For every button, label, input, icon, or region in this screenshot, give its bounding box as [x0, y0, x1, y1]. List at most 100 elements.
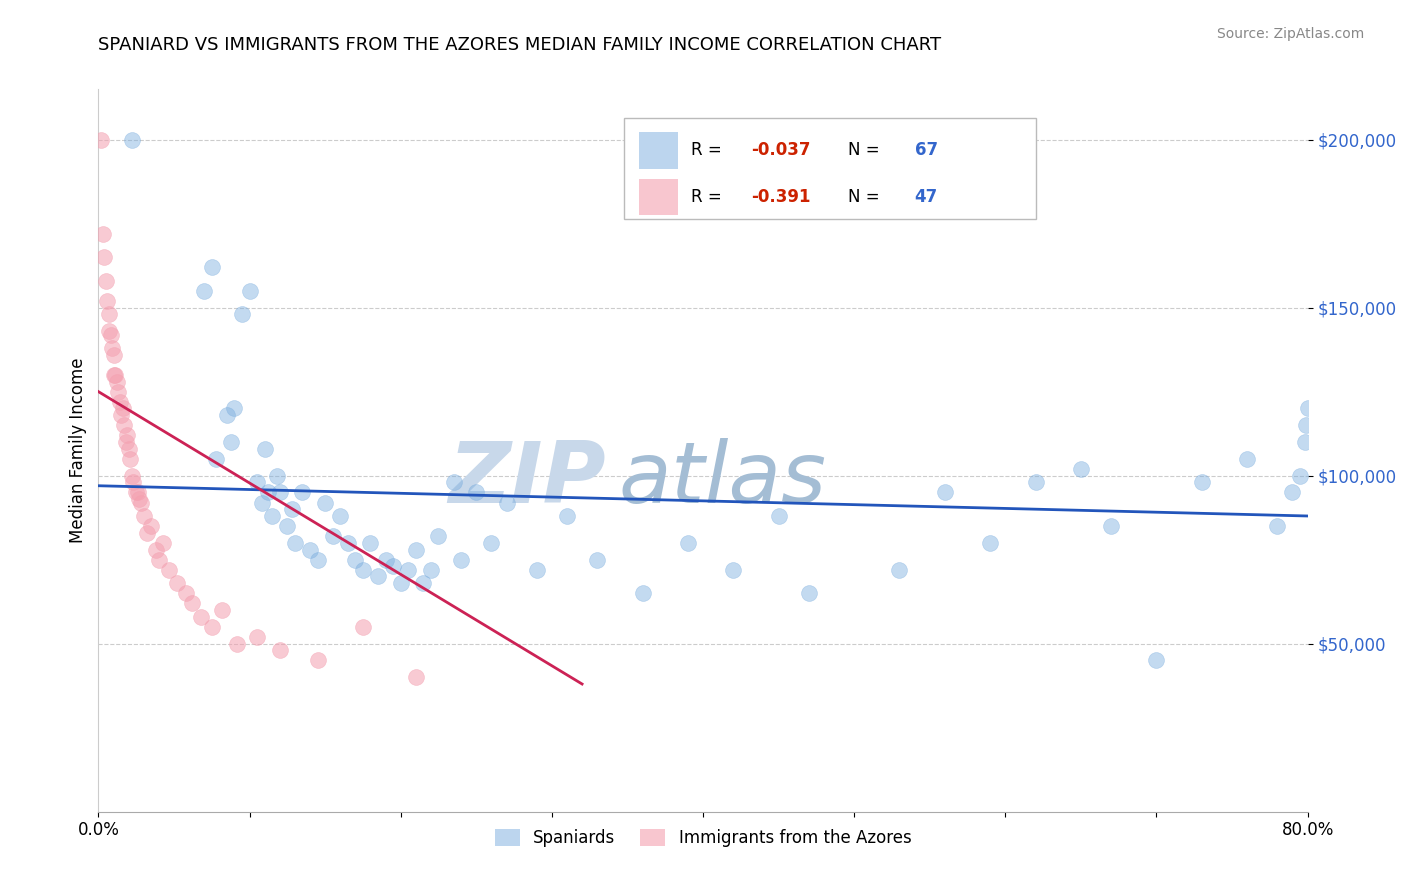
Immigrants from the Azores: [122, 475, 145, 490]
Immigrants from the Azores: [269, 643, 291, 657]
Spaniards: [979, 536, 1001, 550]
Spaniards: [555, 508, 578, 523]
Immigrants from the Azores: [100, 327, 122, 342]
Spaniards: [481, 536, 503, 550]
Immigrants from the Azores: [111, 401, 134, 416]
Immigrants from the Azores: [159, 563, 181, 577]
Spaniards: [266, 468, 288, 483]
Text: N =: N =: [848, 188, 884, 206]
Immigrants from the Azores: [120, 451, 142, 466]
Spaniards: [221, 435, 243, 450]
Spaniards: [360, 536, 382, 550]
Spaniards: [250, 495, 273, 509]
Spaniards: [281, 502, 304, 516]
Spaniards: [352, 563, 374, 577]
Immigrants from the Azores: [103, 368, 125, 382]
Spaniards: [631, 586, 654, 600]
Immigrants from the Azores: [201, 620, 224, 634]
Spaniards: [121, 133, 143, 147]
Spaniards: [231, 307, 253, 321]
Spaniards: [1099, 519, 1122, 533]
Spaniards: [420, 563, 443, 577]
Immigrants from the Azores: [114, 435, 136, 450]
Immigrants from the Azores: [129, 495, 152, 509]
Spaniards: [246, 475, 269, 490]
Spaniards: [427, 529, 450, 543]
Spaniards: [389, 576, 412, 591]
Immigrants from the Azores: [135, 525, 157, 540]
Spaniards: [526, 563, 548, 577]
Spaniards: [934, 485, 956, 500]
Immigrants from the Azores: [121, 468, 143, 483]
Immigrants from the Azores: [105, 375, 128, 389]
Spaniards: [276, 519, 298, 533]
Immigrants from the Azores: [246, 630, 269, 644]
Immigrants from the Azores: [93, 250, 115, 264]
Spaniards: [797, 586, 820, 600]
Spaniards: [450, 552, 472, 566]
Spaniards: [1295, 418, 1317, 433]
Immigrants from the Azores: [96, 293, 118, 308]
Spaniards: [676, 536, 699, 550]
Spaniards: [215, 408, 238, 422]
Spaniards: [291, 485, 314, 500]
Immigrants from the Azores: [145, 542, 167, 557]
Immigrants from the Azores: [108, 394, 131, 409]
Immigrants from the Azores: [166, 576, 188, 591]
Spaniards: [443, 475, 465, 490]
Y-axis label: Median Family Income: Median Family Income: [69, 358, 87, 543]
Spaniards: [329, 508, 352, 523]
Text: SPANIARD VS IMMIGRANTS FROM THE AZORES MEDIAN FAMILY INCOME CORRELATION CHART: SPANIARD VS IMMIGRANTS FROM THE AZORES M…: [98, 36, 942, 54]
Immigrants from the Azores: [141, 519, 163, 533]
Immigrants from the Azores: [94, 274, 117, 288]
Immigrants from the Azores: [226, 637, 249, 651]
Spaniards: [299, 542, 322, 557]
Spaniards: [253, 442, 276, 456]
Immigrants from the Azores: [118, 442, 141, 456]
Spaniards: [322, 529, 344, 543]
Spaniards: [269, 485, 291, 500]
Spaniards: [314, 495, 336, 509]
Spaniards: [768, 508, 790, 523]
Immigrants from the Azores: [101, 341, 124, 355]
Spaniards: [495, 495, 517, 509]
Bar: [624, 118, 1036, 219]
Spaniards: [374, 552, 396, 566]
Immigrants from the Azores: [98, 324, 121, 338]
Spaniards: [262, 508, 284, 523]
Spaniards: [1144, 653, 1167, 667]
Spaniards: [224, 401, 246, 416]
Spaniards: [1289, 468, 1312, 483]
Spaniards: [396, 563, 419, 577]
Immigrants from the Azores: [110, 408, 132, 422]
Immigrants from the Azores: [112, 418, 135, 433]
Spaniards: [284, 536, 307, 550]
Legend: Spaniards, Immigrants from the Azores: Spaniards, Immigrants from the Azores: [488, 822, 918, 854]
Text: -0.391: -0.391: [751, 188, 811, 206]
Immigrants from the Azores: [107, 384, 129, 399]
Spaniards: [889, 563, 911, 577]
Spaniards: [336, 536, 359, 550]
Spaniards: [465, 485, 488, 500]
Spaniards: [1296, 401, 1319, 416]
Immigrants from the Azores: [127, 485, 149, 500]
Spaniards: [412, 576, 434, 591]
Spaniards: [367, 569, 389, 583]
Immigrants from the Azores: [307, 653, 329, 667]
Spaniards: [344, 552, 367, 566]
Immigrants from the Azores: [98, 307, 121, 321]
Spaniards: [1236, 451, 1258, 466]
Spaniards: [1191, 475, 1213, 490]
Bar: [638, 179, 678, 215]
Text: 67: 67: [915, 142, 938, 160]
Text: atlas: atlas: [619, 438, 827, 521]
Spaniards: [382, 559, 405, 574]
Immigrants from the Azores: [352, 620, 374, 634]
Spaniards: [205, 451, 228, 466]
Immigrants from the Azores: [115, 428, 138, 442]
Spaniards: [1070, 462, 1092, 476]
Immigrants from the Azores: [181, 596, 204, 610]
Spaniards: [201, 260, 224, 275]
Spaniards: [1267, 519, 1289, 533]
Text: ZIP: ZIP: [449, 438, 606, 521]
